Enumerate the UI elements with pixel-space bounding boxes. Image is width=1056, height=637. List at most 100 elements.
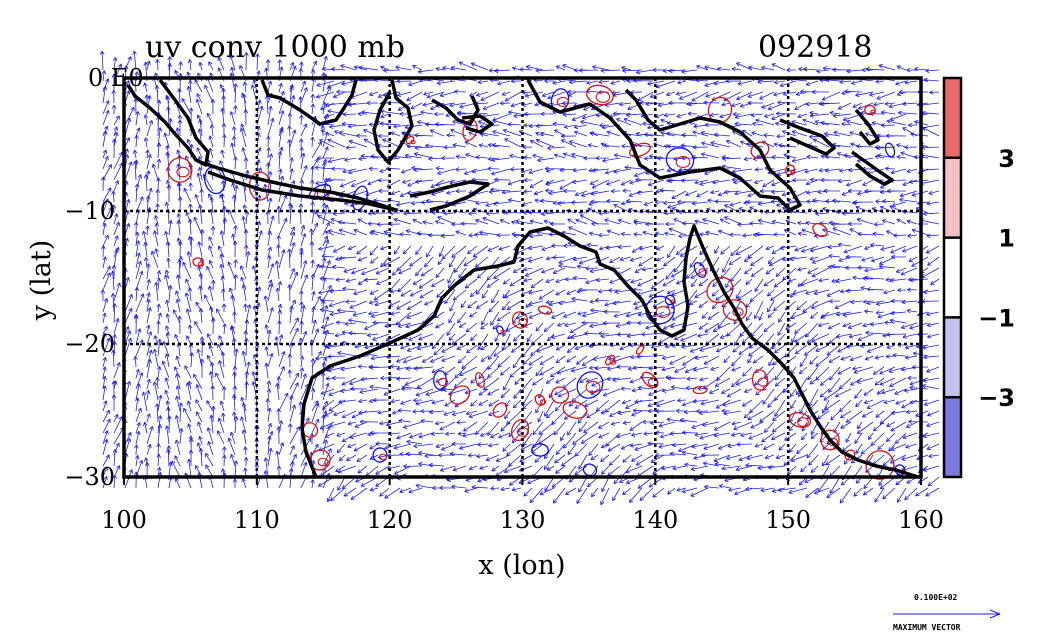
wind-vector-head [187,59,190,64]
wind-vector-head [332,213,337,216]
wind-vector-head [219,264,222,269]
wind-vector [353,443,368,452]
wind-vector-head [322,410,327,414]
wind-vector [278,249,285,269]
wind-vector-head [345,145,350,149]
wind-vector [146,60,150,71]
wind-vector-head [310,103,314,108]
wind-vector [326,344,346,348]
wind-vector-head [112,449,116,453]
wind-vector-head [188,435,192,440]
wind-vector-head [267,230,271,235]
wind-vector-head [292,461,295,466]
wind-vector-head [159,338,162,343]
wind-vector [187,86,192,104]
wind-vector [157,415,161,434]
wind-vector [289,139,291,159]
wind-vector-head [361,270,365,275]
wind-vector-head [145,457,149,462]
wind-vector-head [244,467,248,472]
wind-vector-head [105,149,108,154]
wind-vector [337,465,357,473]
wind-vector-head [111,104,115,109]
wind-vector [289,426,300,445]
wind-vector-head [155,72,159,76]
wind-vector-head [323,177,327,182]
wind-vector-head [112,334,116,338]
wind-vector [146,149,149,159]
wind-vector-head [293,231,296,236]
wind-vector-head [279,320,282,325]
wind-vector-head [175,290,177,295]
wind-vector [278,281,281,291]
wind-vector-head [126,438,131,442]
wind-vector-head [329,311,334,315]
wind-vector-head [334,335,339,338]
wind-vector-head [127,56,132,60]
wind-vector-head [234,478,238,483]
wind-vector [212,406,214,423]
wind-vector-head [326,347,331,350]
wind-vector-head [113,204,117,209]
wind-vector [264,184,269,203]
wind-vector-head [376,222,381,225]
wind-vector [113,152,123,170]
wind-vector [185,278,192,291]
wind-vector [245,361,250,379]
wind-vector [278,420,282,434]
wind-vector-head [222,454,225,459]
wind-vector [135,431,140,445]
wind-vector-head [299,114,302,119]
wind-vector-head [302,330,307,335]
wind-vector-head [151,250,156,254]
wind-vector-head [189,352,193,357]
wind-vector-head [114,414,119,418]
wind-vector-head [301,179,305,184]
wind-vector-head [357,113,362,117]
wind-vector-head [314,222,318,226]
wind-vector [267,407,271,423]
wind-vector [267,118,274,137]
wind-vector-head [143,230,147,235]
wind-vector-head [352,314,357,317]
wind-vector-head [101,70,105,75]
wind-vector [311,222,318,236]
wind-vector [196,411,203,423]
wind-vector-head [310,273,314,278]
wind-vector-head [314,400,319,404]
wind-vector-head [209,135,213,139]
wind-vector-head [209,124,213,129]
wind-vector-head [344,323,349,327]
wind-vector [348,168,368,174]
wind-vector [101,50,104,71]
wind-vector-head [349,304,353,309]
wind-vector [264,295,269,313]
wind-vector [124,438,131,456]
wind-vector-head [279,151,283,156]
wind-vector-head [325,410,328,415]
wind-vector [135,135,138,148]
wind-vector-head [396,478,401,481]
wind-vector-head [174,334,179,338]
wind-vector [102,385,106,401]
wind-vector-head [196,98,201,103]
wind-vector-head [194,321,199,324]
wind-vector [221,276,225,291]
wind-vector-head [133,313,137,318]
wind-vector-head [349,380,353,385]
wind-vector-head [230,111,235,115]
wind-vector-head [223,88,226,92]
wind-vector-head [259,105,263,110]
wind-vector-head [340,366,345,370]
wind-vector-head [112,303,116,308]
wind-vector-head [141,372,144,377]
wind-vector-head [323,361,327,366]
wind-vector-head [291,404,296,409]
wind-vector-head [327,285,332,288]
wind-vector-head [316,96,321,99]
wind-vector-head [231,126,235,131]
wind-vector-head [143,114,146,119]
wind-vector-head [338,258,343,261]
wind-vector [135,422,141,434]
wind-vector [146,413,151,423]
